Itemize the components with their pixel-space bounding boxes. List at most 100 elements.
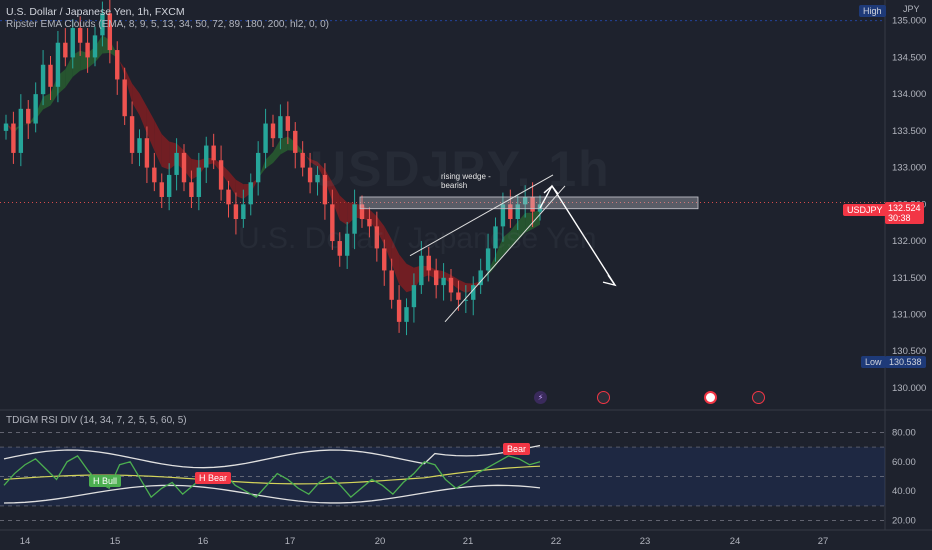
ema-cloud-segment bbox=[65, 54, 73, 88]
candle-body bbox=[485, 248, 491, 271]
candle-body bbox=[411, 285, 417, 308]
countdown: 30:38 bbox=[888, 213, 911, 223]
time-tick-label: 16 bbox=[198, 536, 209, 547]
price-tick-label: 131.000 bbox=[892, 310, 926, 321]
candle-body bbox=[211, 145, 216, 161]
candle-body bbox=[92, 35, 98, 58]
wedge-lower-line bbox=[444, 185, 566, 323]
candle-body bbox=[515, 204, 520, 220]
time-tick-label: 20 bbox=[375, 536, 386, 547]
time-tick-label: 22 bbox=[551, 536, 562, 547]
ema-cloud-segment bbox=[258, 159, 266, 180]
rsi-tick-label: 60.00 bbox=[892, 457, 916, 468]
candle-body bbox=[448, 277, 454, 293]
currency-label: JPY bbox=[903, 4, 920, 14]
ema-cloud-segment bbox=[280, 136, 288, 155]
candle-body bbox=[382, 248, 387, 271]
h-bear-label: H Bear bbox=[195, 472, 232, 484]
ema-cloud-segment bbox=[124, 68, 133, 103]
arrow-head-up bbox=[543, 184, 559, 195]
japan-flag-event-icon[interactable] bbox=[704, 391, 717, 404]
candle-body bbox=[107, 13, 113, 51]
price-tick-label: 130.500 bbox=[892, 346, 926, 357]
candle-body bbox=[70, 28, 75, 58]
candle-body bbox=[300, 152, 305, 168]
candle-body bbox=[322, 174, 328, 205]
candle-body bbox=[115, 50, 120, 80]
ema-cloud-segment bbox=[161, 134, 170, 170]
ema-cloud-segment bbox=[458, 279, 466, 293]
candle-body bbox=[100, 13, 105, 36]
ema-cloud-segment bbox=[139, 93, 147, 134]
symbol-tag: USDJPY bbox=[843, 204, 887, 216]
ema-cloud-segment bbox=[339, 195, 348, 225]
rsi-tick-label: 40.00 bbox=[892, 486, 916, 497]
ema-cloud-segment bbox=[154, 120, 162, 167]
candle-body bbox=[530, 196, 535, 212]
candle-body bbox=[11, 123, 16, 153]
candle-body bbox=[500, 204, 506, 227]
chart-title[interactable]: U.S. Dollar / Japanese Yen, 1h, FXCM bbox=[6, 6, 185, 18]
time-tick-label: 17 bbox=[285, 536, 296, 547]
price-tag: 132.524 30:38 bbox=[885, 202, 924, 224]
candle-body bbox=[48, 64, 53, 87]
candle-body bbox=[463, 299, 469, 301]
candle-body bbox=[196, 167, 202, 197]
candle-body bbox=[137, 138, 142, 153]
candle-body bbox=[263, 123, 268, 153]
candle-body bbox=[330, 204, 335, 242]
price-tick-label: 131.500 bbox=[892, 273, 926, 284]
candle-body bbox=[278, 116, 283, 139]
time-tick-label: 14 bbox=[20, 536, 31, 547]
candle-body bbox=[152, 167, 157, 183]
candle-body bbox=[122, 79, 127, 117]
candle-body bbox=[493, 226, 498, 249]
price-tick-label: 134.500 bbox=[892, 52, 926, 63]
candle-body bbox=[307, 167, 313, 183]
candle-body bbox=[352, 204, 357, 234]
time-tick-label: 24 bbox=[730, 536, 741, 547]
ema-cloud-segment bbox=[399, 254, 407, 293]
price-tick-label: 135.000 bbox=[892, 16, 926, 27]
candle-body bbox=[522, 196, 528, 205]
rsi-legend[interactable]: TDIGM RSI DIV (14, 34, 7, 2, 5, 5, 60, 5… bbox=[6, 415, 187, 426]
us-flag-event-icon[interactable] bbox=[597, 391, 610, 404]
ema-cloud-segment bbox=[532, 209, 540, 230]
candle-body bbox=[471, 285, 476, 300]
wedge-upper-line bbox=[409, 174, 554, 257]
low-tag: Low bbox=[861, 356, 886, 368]
candle-body bbox=[26, 108, 31, 124]
wedge-annotation[interactable]: rising wedge - bearish bbox=[441, 172, 491, 190]
candle-body bbox=[233, 204, 239, 220]
candle-body bbox=[18, 108, 24, 153]
current-price: 132.524 bbox=[888, 203, 921, 213]
candle-body bbox=[159, 182, 164, 197]
resistance-zone bbox=[359, 196, 699, 210]
candle-body bbox=[248, 182, 253, 205]
ema-cloud-segment bbox=[369, 209, 377, 231]
rsi-tick-label: 20.00 bbox=[892, 516, 916, 527]
ema-cloud-segment bbox=[265, 152, 273, 169]
price-tick-label: 133.000 bbox=[892, 163, 926, 174]
candle-body bbox=[181, 152, 187, 183]
candle-body bbox=[204, 145, 209, 168]
candle-body bbox=[189, 182, 194, 197]
high-tag: High bbox=[859, 5, 886, 17]
ema-cloud-segment bbox=[406, 263, 414, 293]
ema-clouds-legend[interactable]: Ripster EMA Clouds (EMA, 8, 9, 5, 13, 34… bbox=[6, 19, 329, 30]
us-flag-event-icon[interactable] bbox=[752, 391, 765, 404]
ema-cloud-segment bbox=[43, 93, 51, 110]
candle-body bbox=[255, 152, 261, 183]
h-bull-label: H Bull bbox=[89, 475, 122, 487]
price-tick-label: 132.000 bbox=[892, 236, 926, 247]
ema-cloud-segment bbox=[146, 106, 155, 151]
candle-body bbox=[77, 28, 83, 43]
lightning-event-icon[interactable]: ⚡ bbox=[534, 391, 547, 404]
time-tick-label: 27 bbox=[818, 536, 829, 547]
candle-body bbox=[433, 270, 439, 286]
candle-body bbox=[40, 64, 46, 95]
candle-body bbox=[508, 204, 513, 220]
candle-body bbox=[359, 204, 365, 220]
candle-body bbox=[3, 123, 9, 131]
